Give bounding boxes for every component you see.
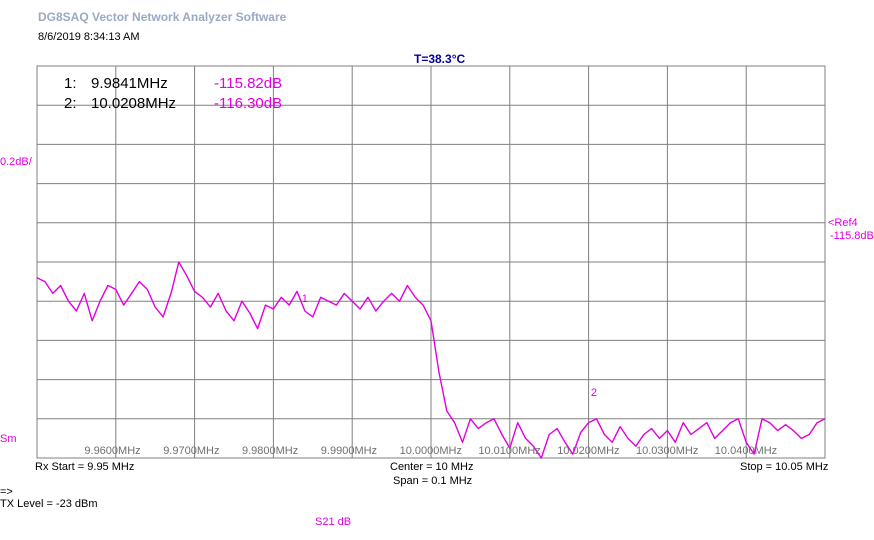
timestamp: 8/6/2019 8:34:13 AM — [38, 31, 140, 43]
x-tick-label: 9.9900MHz — [320, 445, 378, 457]
x-tick-label: 10.0000MHz — [399, 445, 462, 457]
x-tick-label: 10.0300MHz — [636, 445, 699, 457]
marker-index: 2: — [64, 95, 77, 112]
marker-frequency: 10.0208MHz — [91, 95, 177, 112]
trace-layer — [36, 261, 826, 459]
center-label: Center = 10 MHz — [390, 461, 474, 473]
rx-start-label: Rx Start = 9.95 MHz — [35, 461, 135, 473]
stop-label: Stop = 10.05 MHz — [740, 461, 829, 473]
marker-index: 1: — [64, 75, 77, 92]
x-tick-label: 9.9700MHz — [163, 445, 220, 457]
span-label: Span = 0.1 MHz — [393, 475, 473, 487]
x-tick-label: 10.0100MHz — [478, 445, 541, 457]
trace-name-label: S21 dB — [315, 516, 352, 528]
trace-marker-1: 1 — [302, 293, 308, 305]
arrow-indicator: => — [0, 486, 13, 498]
ref-value-label: -115.8dB — [830, 230, 874, 242]
temperature-readout: T=38.3°C — [414, 52, 466, 66]
app-title: DG8SAQ Vector Network Analyzer Software — [38, 10, 287, 24]
x-tick-label: 9.9800MHz — [242, 445, 299, 457]
marker-layer: 12 — [302, 293, 597, 399]
plot-grid — [36, 65, 826, 459]
sm-label: Sm — [0, 433, 17, 445]
x-tick-label: 10.0400MHz — [714, 445, 778, 457]
tx-level-label: TX Level = -23 dBm — [0, 498, 98, 510]
x-tick-label: 9.9600MHz — [84, 445, 141, 457]
marker-frequency: 9.9841MHz — [91, 75, 168, 92]
trace-marker-2: 2 — [591, 387, 597, 399]
marker-level: -115.82dB — [214, 75, 283, 92]
trace-line — [36, 261, 826, 459]
scale-label: 0.2dB/ — [0, 156, 32, 168]
marker-level: -116.30dB — [214, 95, 283, 112]
x-tick-label: 10.0200MHz — [557, 445, 620, 457]
ref-marker-label: <Ref4 — [828, 217, 858, 229]
